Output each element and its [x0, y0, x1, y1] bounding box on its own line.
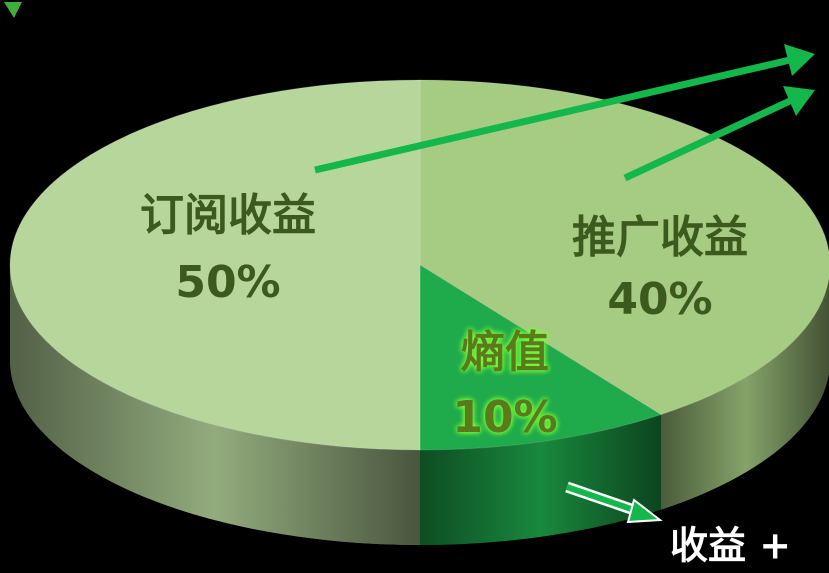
arrows — [314, 44, 815, 524]
value-label: 40% — [607, 274, 712, 325]
arrow-head — [784, 44, 815, 76]
arrow — [566, 484, 641, 515]
arrow-head — [783, 86, 815, 116]
arrow — [623, 96, 794, 182]
slice — [419, 79, 829, 416]
pie — [9, 79, 829, 545]
value-label: 50% — [175, 257, 280, 308]
slice-label: 订阅收益 — [140, 190, 316, 241]
arrow-head — [626, 498, 663, 524]
slice-label: 熵值 — [460, 327, 549, 378]
slice-side-shade — [420, 414, 661, 545]
arrow — [314, 56, 791, 174]
slice — [419, 264, 663, 451]
slice-label: 推广收益 — [572, 212, 748, 263]
annotation: 收益 + — [670, 524, 791, 568]
slice-side-shade — [10, 265, 420, 545]
value-label: 10% — [452, 392, 557, 443]
slice-side-shade — [660, 277, 829, 510]
corner-icon — [4, 2, 22, 18]
